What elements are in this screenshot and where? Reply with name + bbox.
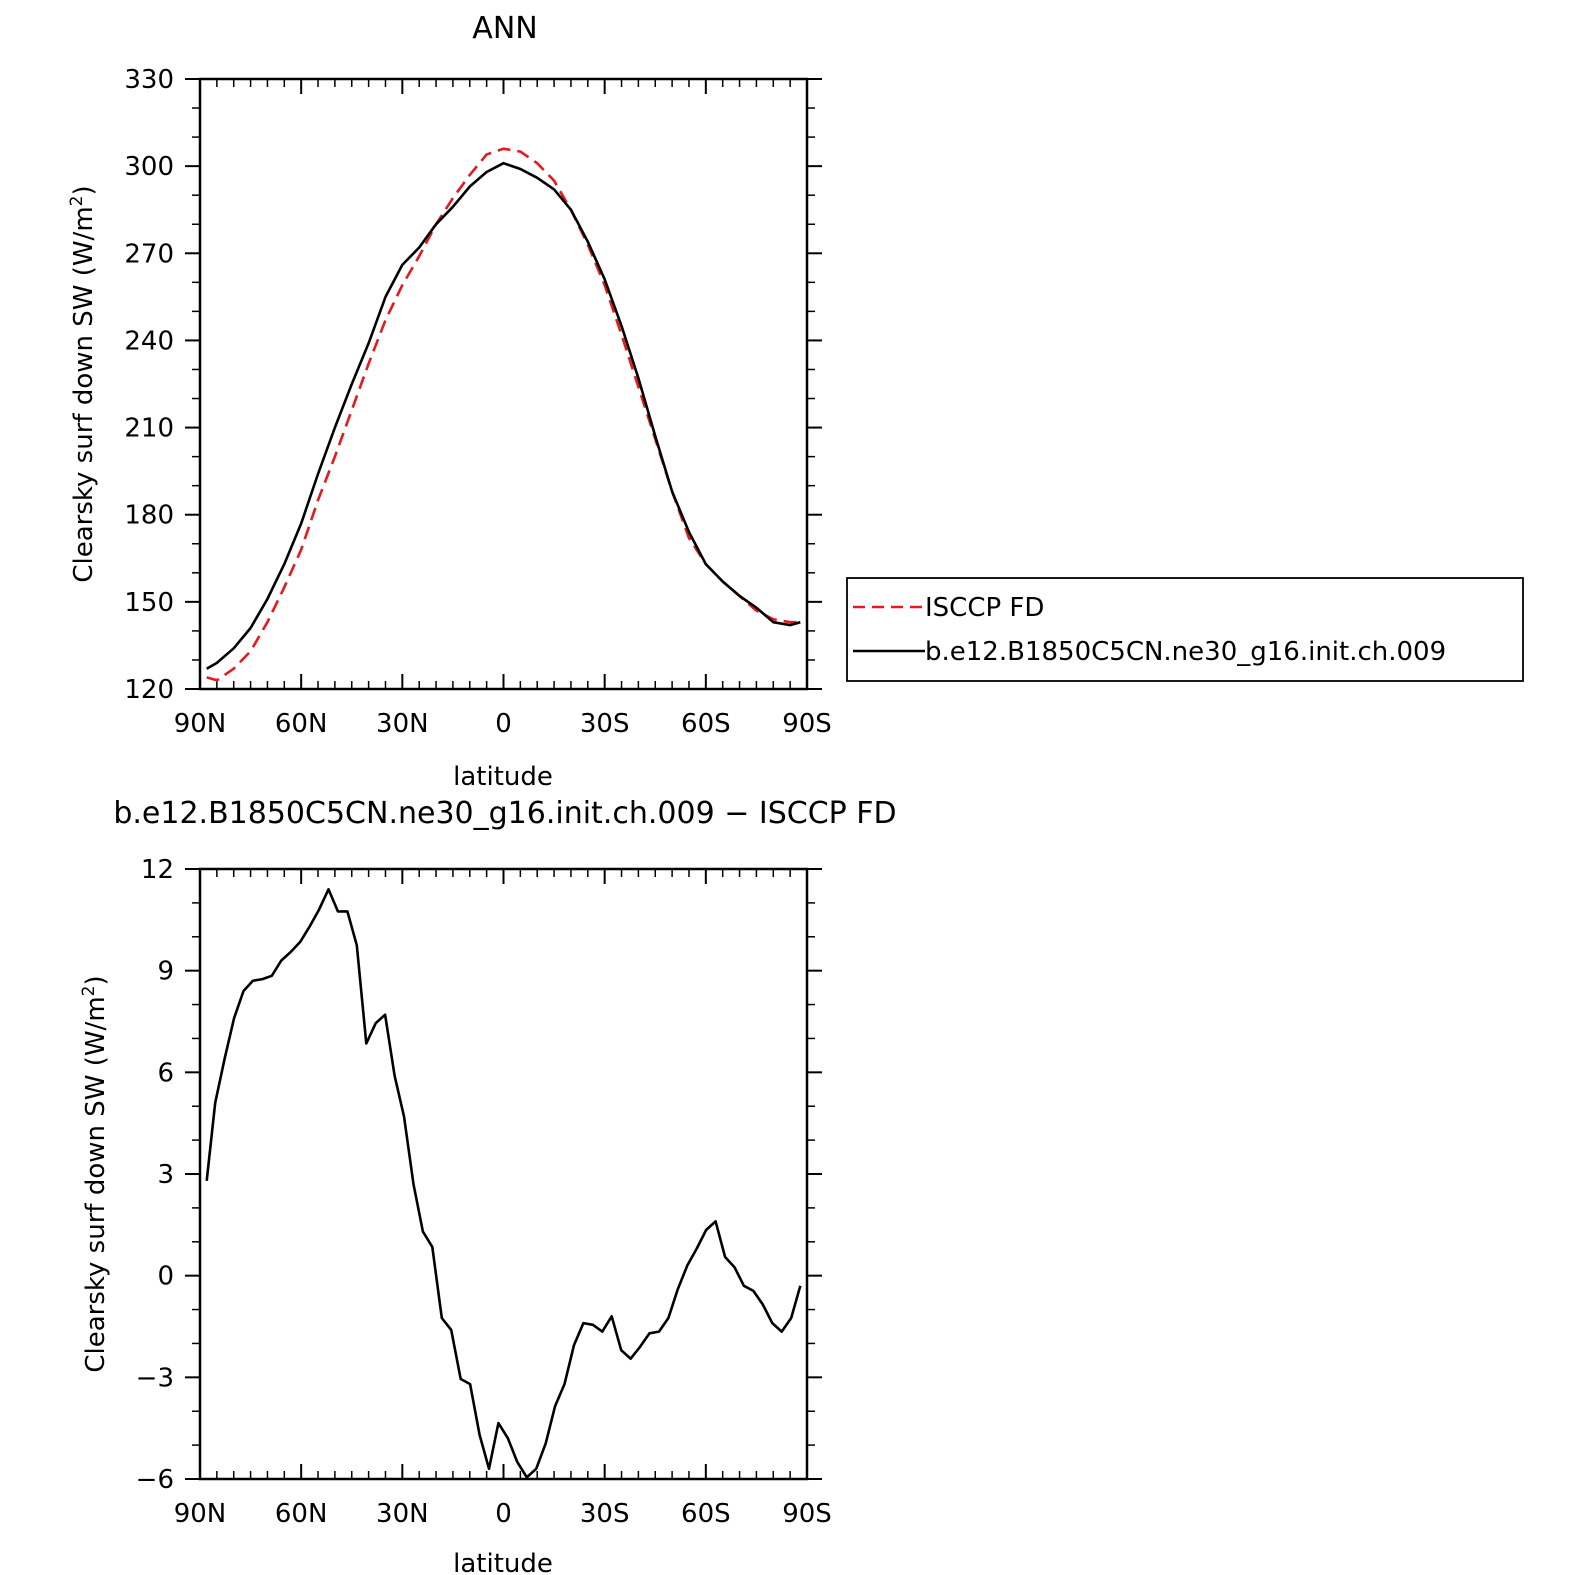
bottom-y-axis-label: Clearsky surf down SW (W/m2) [79, 975, 111, 1372]
top-y-tick-label: 270 [124, 239, 174, 269]
top-x-tick-label: 90N [174, 709, 227, 739]
bottom-y-axis-label-superscript: 2 [79, 986, 99, 997]
legend-box [846, 577, 1524, 682]
bottom-x-tick-label: 90N [174, 1499, 227, 1529]
top-y-tick-label: 240 [124, 326, 174, 356]
top-y-tick-label: 330 [124, 65, 174, 95]
bottom-x-tick-label: 30N [376, 1499, 429, 1529]
bottom-x-tick-label: 30S [580, 1499, 630, 1529]
bottom-series-line-0 [205, 887, 802, 1479]
bottom-y-tick-label: 6 [157, 1058, 174, 1088]
top-y-tick-label: 180 [124, 501, 174, 531]
bottom-x-tick-label: 90S [782, 1499, 832, 1529]
bottom-y-tick-label: 0 [157, 1262, 174, 1292]
bottom-y-tick-label: 12 [141, 855, 174, 885]
top-y-tick-label: 300 [124, 152, 174, 182]
top-x-tick-label: 30N [376, 709, 429, 739]
bottom-y-tick-label: −3 [136, 1363, 174, 1393]
top-y-axis-label: Clearsky surf down SW (W/m2) [67, 185, 99, 582]
top-y-tick-label: 120 [124, 675, 174, 705]
legend-label-isccp: ISCCP FD [925, 593, 1044, 623]
top-y-tick-label: 150 [124, 588, 174, 618]
top-x-tick-label: 90S [782, 709, 832, 739]
bottom-x-tick-label: 60S [681, 1499, 731, 1529]
top-series-line-0 [206, 147, 801, 682]
top-x-axis-label: latitude [453, 762, 553, 792]
bottom-chart: b.e12.B1850C5CN.ne30_g16.init.ch.009 − I… [79, 796, 897, 1575]
top-y-tick-label: 210 [124, 414, 174, 444]
top-x-tick-label: 60S [681, 709, 731, 739]
bottom-y-axis-label-close: ) [81, 975, 111, 985]
bottom-x-tick-label: 60N [275, 1499, 328, 1529]
bottom-y-tick-label: −6 [136, 1465, 174, 1495]
top-chart-title: ANN [472, 11, 537, 46]
top-chart: ANN 90N 60N 30N 0 30S 60S 90S 120 150 180 210 240 27… [67, 11, 832, 792]
top-y-axis-label-close: ) [69, 185, 99, 195]
top-y-axis-label-superscript: 2 [67, 196, 87, 207]
top-x-tick-label: 60N [275, 709, 328, 739]
top-x-tick-label: 30S [580, 709, 630, 739]
bottom-y-tick-label: 3 [157, 1160, 174, 1190]
bottom-x-tick-label: 0 [495, 1499, 512, 1529]
top-series-line-1 [206, 161, 801, 670]
legend-label-model: b.e12.B1850C5CN.ne30_g16.init.ch.009 [925, 637, 1446, 667]
top-plot-frame [198, 77, 809, 691]
bottom-chart-title: b.e12.B1850C5CN.ne30_g16.init.ch.009 − I… [113, 796, 896, 831]
bottom-x-axis-label: latitude [453, 1549, 553, 1575]
top-x-tick-label: 0 [495, 709, 512, 739]
legend: ISCCP FD b.e12.B1850C5CN.ne30_g16.init.c… [846, 577, 1524, 682]
bottom-y-tick-label: 9 [157, 957, 174, 987]
bottom-plot-frame [198, 867, 809, 1481]
